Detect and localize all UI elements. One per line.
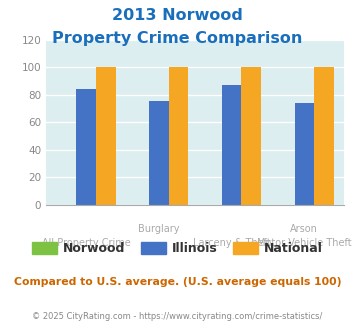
Legend: Norwood, Illinois, National: Norwood, Illinois, National — [27, 237, 328, 260]
Text: All Property Crime: All Property Crime — [42, 238, 131, 248]
Text: Motor Vehicle Theft: Motor Vehicle Theft — [257, 238, 352, 248]
Text: Larceny & Theft: Larceny & Theft — [193, 238, 271, 248]
Bar — [314, 67, 334, 205]
Text: Burglary: Burglary — [138, 224, 180, 234]
Bar — [295, 103, 314, 205]
Text: 2013 Norwood: 2013 Norwood — [112, 8, 243, 23]
Text: Property Crime Comparison: Property Crime Comparison — [52, 31, 303, 46]
Bar — [169, 67, 189, 205]
Bar — [96, 67, 116, 205]
Text: Arson: Arson — [290, 224, 318, 234]
Bar — [76, 89, 96, 205]
Text: © 2025 CityRating.com - https://www.cityrating.com/crime-statistics/: © 2025 CityRating.com - https://www.city… — [32, 312, 323, 321]
Bar — [241, 67, 261, 205]
Bar — [149, 102, 169, 205]
Bar — [222, 85, 241, 205]
Text: Compared to U.S. average. (U.S. average equals 100): Compared to U.S. average. (U.S. average … — [14, 277, 341, 287]
